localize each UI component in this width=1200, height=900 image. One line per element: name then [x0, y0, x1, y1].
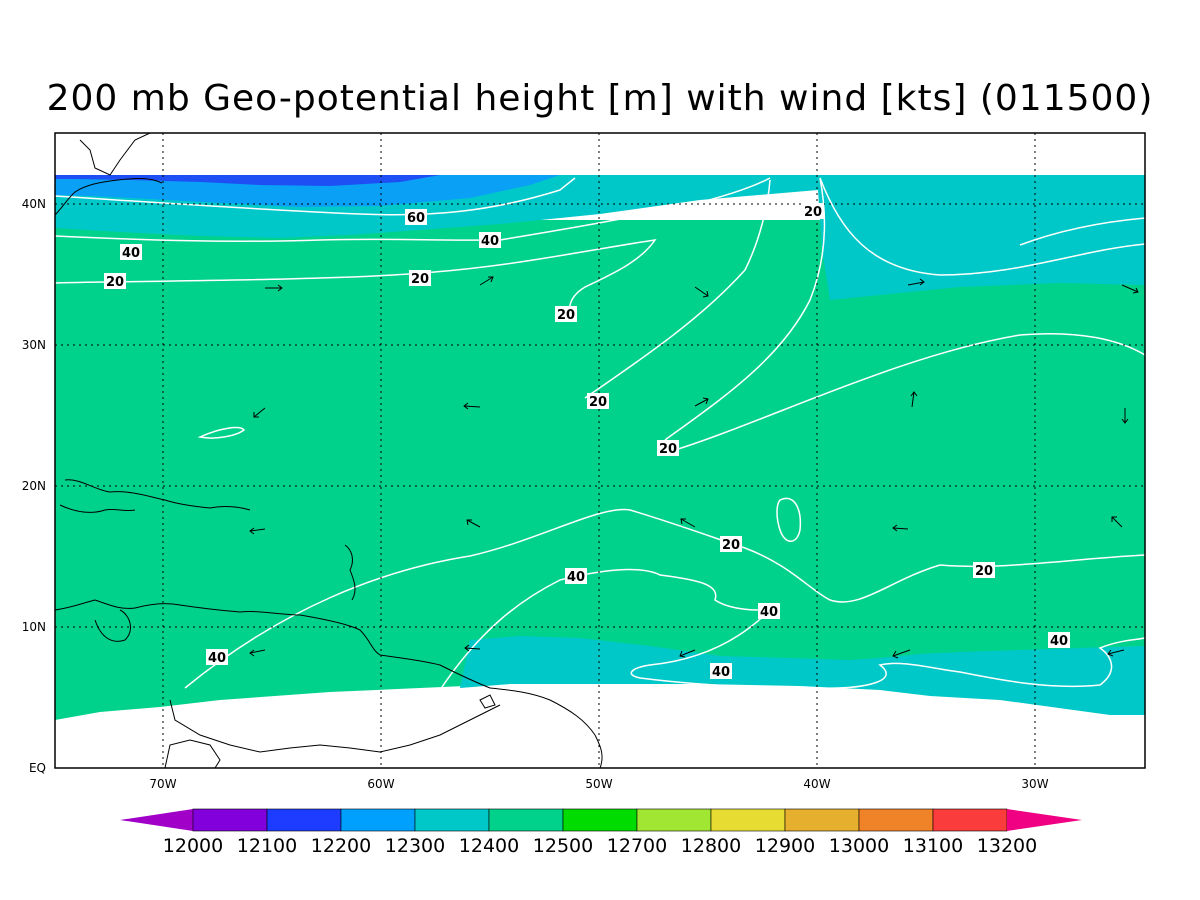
- colorbar-label: 12100: [237, 835, 297, 857]
- contour-label: 40: [122, 246, 140, 261]
- colorbar-swatch: [858, 808, 934, 832]
- contour-label: 40: [481, 234, 499, 249]
- contour-label: 20: [589, 395, 607, 410]
- x-tick-label: 30W: [1021, 777, 1048, 791]
- y-tick-label: 40N: [22, 197, 46, 211]
- colorbar-swatch: [932, 808, 1008, 832]
- colorbar-swatch: [1007, 809, 1082, 831]
- contour-label: 20: [557, 308, 575, 323]
- contour-label: 20: [106, 275, 124, 290]
- y-tick-label: 20N: [22, 479, 46, 493]
- colorbar-label: 12500: [533, 835, 593, 857]
- x-tick-label: 60W: [367, 777, 394, 791]
- height-band-12300: [55, 175, 560, 207]
- colorbar-swatch: [488, 808, 564, 832]
- contour-label: 40: [712, 665, 730, 680]
- contour-label: 40: [567, 570, 585, 585]
- colorbar-label: 12000: [163, 835, 223, 857]
- colorbar-label: 13100: [903, 835, 963, 857]
- height-band-12200: [55, 175, 440, 186]
- colorbar-swatch: [414, 808, 490, 832]
- x-tick-label: 40W: [803, 777, 830, 791]
- y-axis-labels: 40N 30N 20N 10N EQ: [22, 197, 46, 775]
- y-tick-label: EQ: [29, 761, 46, 775]
- colorbar-label: 13000: [829, 835, 889, 857]
- plot-frame: [54, 132, 1146, 769]
- colorbar-swatches: [120, 808, 1082, 832]
- contour-labels: 60 40 20 40 20 20 20 20 20 20 20 40 40 4…: [104, 203, 1070, 680]
- colorbar-label: 12400: [459, 835, 519, 857]
- x-tick-label: 70W: [149, 777, 176, 791]
- contour-label: 20: [804, 205, 822, 220]
- height-band-12400-south: [460, 636, 1145, 715]
- colorbar-swatch: [120, 809, 193, 831]
- colorbar-swatch: [266, 808, 342, 832]
- colorbar-labels: 12000 12100 12200 12300 12400 12500 12700 12800…: [163, 835, 1037, 857]
- colorbar-label: 12700: [607, 835, 667, 857]
- colorbar-swatch: [710, 808, 786, 832]
- colorbar-label: 13200: [977, 835, 1037, 857]
- wind-vectors: [249, 276, 1139, 659]
- colorbar-swatch: [636, 808, 712, 832]
- colorbar-swatch: [192, 808, 268, 832]
- contour-label: 40: [1050, 634, 1068, 649]
- contour-label: 20: [975, 564, 993, 579]
- colorbar-swatch: [562, 808, 638, 832]
- grid-lines: [55, 133, 1145, 768]
- coastlines: [55, 133, 603, 768]
- y-tick-label: 30N: [22, 338, 46, 352]
- contour-label: 20: [722, 538, 740, 553]
- y-tick-label: 10N: [22, 620, 46, 634]
- contour-label: 40: [208, 651, 226, 666]
- colorbar-label: 12900: [755, 835, 815, 857]
- colorbar-label: 12300: [385, 835, 445, 857]
- plot-title: 200 mb Geo-potential height [m] with win…: [46, 78, 1154, 119]
- x-tick-label: 50W: [585, 777, 612, 791]
- colorbar-label: 12800: [681, 835, 741, 857]
- colorbar-swatch: [340, 808, 416, 832]
- contour-label: 60: [407, 211, 425, 226]
- colorbar-label: 12200: [311, 835, 371, 857]
- x-axis-labels: 70W 60W 50W 40W 30W: [149, 777, 1048, 791]
- contour-label: 40: [760, 605, 778, 620]
- colorbar-swatch: [784, 808, 860, 832]
- contour-label: 20: [659, 442, 677, 457]
- contour-label: 20: [411, 272, 429, 287]
